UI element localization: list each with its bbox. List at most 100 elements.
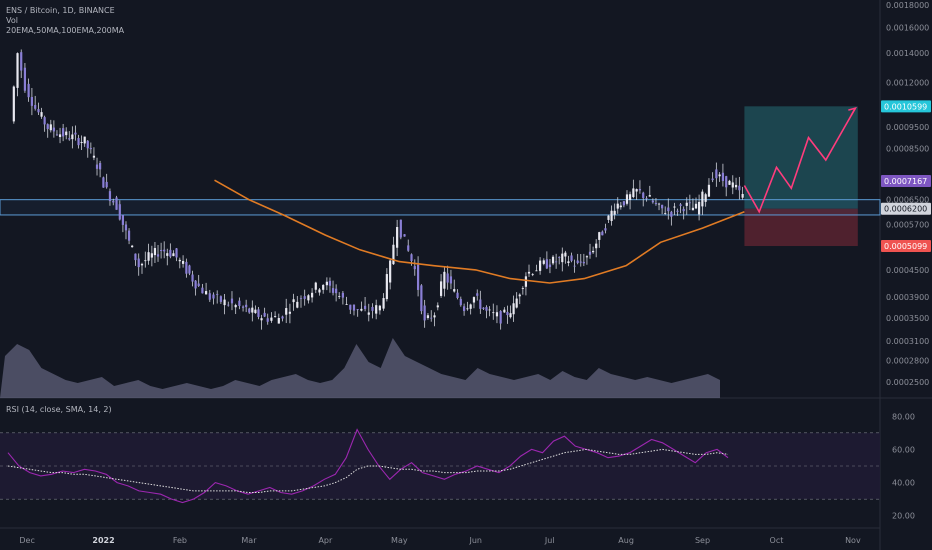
time-tick: Feb [173, 536, 187, 545]
candle-body [512, 303, 515, 315]
ma-label: 20EMA,50MA,100EMA,200MA [6, 26, 125, 35]
candle-body [558, 257, 561, 258]
candle-body [439, 281, 443, 296]
candle-body [121, 215, 125, 225]
projection-arrowhead [848, 106, 858, 116]
rsi-tick: 20.00 [892, 512, 915, 521]
candle-body [704, 194, 707, 202]
candle-body [436, 305, 439, 308]
candle-body [277, 317, 280, 324]
time-tick: Oct [770, 536, 784, 545]
price-label-bg [881, 202, 931, 215]
candle-body [260, 318, 263, 321]
candle-body [134, 253, 137, 261]
candle-body [248, 308, 251, 313]
candle-body [201, 287, 204, 294]
candle-body [58, 134, 62, 138]
candle-body [307, 295, 310, 301]
candle-body [137, 258, 140, 268]
candle-body [527, 271, 531, 274]
candle-body [396, 227, 399, 248]
candle-body [691, 207, 695, 211]
candle-body [356, 309, 359, 311]
candle-body [352, 304, 356, 311]
candle-body [191, 274, 194, 282]
candle-body [731, 182, 734, 188]
candle-body [598, 232, 601, 240]
candle-body [127, 230, 131, 241]
candle-body [288, 311, 292, 314]
projection-path [743, 107, 857, 214]
candle-body [392, 244, 395, 265]
candle-body [178, 259, 181, 262]
candle-body [509, 313, 512, 318]
candle-body [610, 210, 613, 222]
price-tick: 0.0004500 [886, 266, 929, 275]
candle-body [492, 312, 495, 314]
candle-body [115, 197, 118, 210]
candle-body [338, 296, 341, 297]
candle-body [446, 273, 449, 283]
candle-body [62, 128, 65, 137]
candle-body [495, 312, 499, 317]
price-tick: 0.0009500 [886, 123, 929, 132]
candle-body [310, 292, 314, 298]
candle-body [166, 253, 169, 256]
candle-body [725, 176, 728, 188]
candle-body [299, 298, 303, 300]
candle-body [518, 294, 521, 297]
candle-body [385, 274, 388, 300]
candle-body [216, 294, 219, 295]
price-label-bg [881, 240, 931, 253]
candle-body [328, 280, 332, 286]
candle-body [68, 138, 71, 140]
price-label: 0.0006200 [884, 205, 927, 214]
price-tick: 0.0003500 [886, 314, 929, 323]
candle-body [453, 289, 456, 292]
candle-body [443, 271, 446, 289]
candle-body [266, 318, 269, 322]
candle-body [156, 254, 160, 257]
candle-body [144, 260, 147, 262]
candle-body [591, 250, 595, 253]
candle-body [601, 231, 604, 236]
candle-body [65, 131, 68, 136]
candle-body [515, 298, 518, 308]
candle-body [576, 260, 579, 263]
candle-body [197, 283, 200, 286]
candle-body [588, 251, 592, 255]
candle-body [682, 208, 685, 212]
candle-body [499, 311, 502, 324]
candle-body [616, 203, 619, 209]
candle-body [52, 127, 55, 132]
candle-body [538, 260, 542, 271]
price-tick: 0.0002800 [886, 356, 929, 365]
candle-body [20, 52, 23, 71]
price-label: 0.0010599 [884, 102, 927, 111]
candle-body [728, 180, 731, 185]
candle-body [670, 211, 673, 217]
candle-body [579, 261, 582, 263]
candle-body [645, 198, 648, 199]
candle-body [449, 276, 453, 284]
candle-body [251, 307, 254, 313]
price-tick: 0.0005700 [886, 221, 929, 230]
time-tick: Nov [845, 536, 861, 545]
candle-body [482, 307, 485, 309]
support-resistance-box [0, 199, 881, 216]
candle-body [89, 148, 92, 150]
candle-body [582, 261, 585, 264]
candle-body [648, 195, 651, 197]
candle-body [112, 200, 115, 203]
candle-body [503, 309, 506, 313]
candle-body [108, 191, 112, 202]
price-tick: 0.0014000 [886, 49, 929, 58]
candle-body [102, 177, 105, 188]
price-tick: 0.0006500 [886, 196, 929, 205]
candle-body [43, 117, 46, 125]
candle-body [292, 299, 295, 303]
candle-body [679, 204, 682, 206]
candle-body [341, 292, 345, 298]
